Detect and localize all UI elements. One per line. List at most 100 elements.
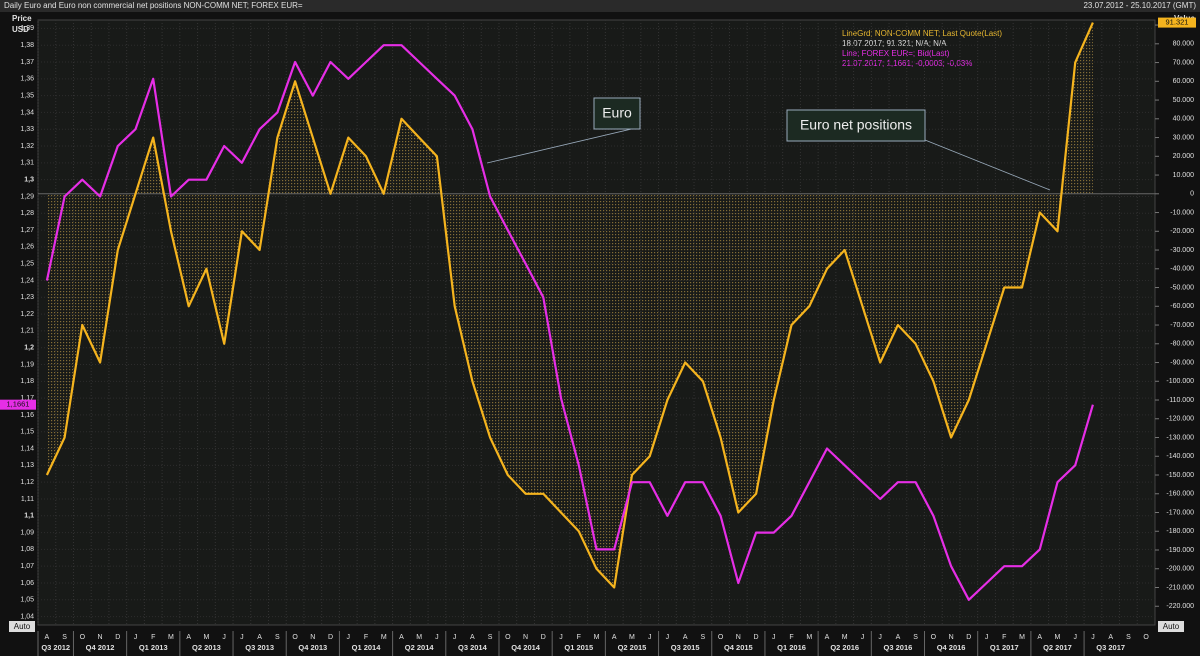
x-tick-label: N	[949, 634, 954, 641]
y-tick-label: 1,27	[20, 227, 34, 234]
quarter-label: Q1 2014	[352, 643, 382, 652]
y2-tick-label: 80.000	[1173, 41, 1195, 48]
y-tick-label: 1,38	[20, 42, 34, 49]
quarter-label: Q2 2013	[192, 643, 221, 652]
x-tick-label: S	[913, 634, 918, 641]
x-tick-label: M	[1019, 634, 1025, 641]
y2-tick-label: -70.000	[1170, 322, 1194, 329]
quarter-label: Q3 2015	[671, 643, 700, 652]
y2-tick-label: 60.000	[1173, 78, 1195, 85]
y-tick-label: 1,31	[20, 160, 34, 167]
y2-tick-label: -220.000	[1166, 603, 1194, 610]
x-tick-label: F	[1002, 634, 1006, 641]
y-tick-label: 1,36	[20, 76, 34, 83]
y-tick-label: 1,39	[20, 25, 34, 32]
x-tick-label: S	[62, 634, 67, 641]
annotation-leader	[924, 139, 1051, 191]
y2-tick-label: -60.000	[1170, 303, 1194, 310]
y-tick-label: 1,26	[20, 244, 34, 251]
y2-tick-label: 50.000	[1173, 97, 1195, 104]
x-tick-label: D	[754, 634, 759, 641]
y2-tick-label: -90.000	[1170, 359, 1194, 366]
x-tick-label: J	[347, 634, 351, 641]
y-tick-label: 1,15	[20, 429, 34, 436]
x-tick-label: J	[222, 634, 226, 641]
last-value-tag	[0, 399, 36, 410]
last-value-tag	[1158, 17, 1196, 28]
x-tick-label: M	[629, 634, 635, 641]
y2-tick-label: -140.000	[1166, 453, 1194, 460]
x-tick-label: M	[381, 634, 387, 641]
area	[46, 22, 1093, 588]
legend-entry: 18.07.2017; 91.321; N/A; N/A	[842, 39, 947, 48]
annotation-leader	[486, 126, 641, 164]
x-tick-label: O	[505, 634, 511, 641]
x-tick-label: O	[80, 634, 86, 641]
y2-tick-label: -80.000	[1170, 341, 1194, 348]
x-tick-label: F	[789, 634, 793, 641]
x-tick-label: F	[577, 634, 581, 641]
quarter-label: Q4 2015	[724, 643, 753, 652]
x-tick-label: F	[151, 634, 155, 641]
y-tick-label: 1,24	[20, 277, 34, 284]
quarter-label: Q4 2012	[86, 643, 115, 652]
x-tick-label: J	[861, 634, 865, 641]
x-tick-label: A	[612, 634, 617, 641]
auto-label[interactable]: Auto	[14, 622, 31, 631]
quarter-label: Q2 2016	[830, 643, 859, 652]
x-tick-label: J	[453, 634, 457, 641]
y-tick-label: 1,32	[20, 143, 34, 150]
y2-tick-label: 0	[1190, 191, 1194, 198]
y-tick-label: 1,16	[20, 412, 34, 419]
y-tick-label: 1,29	[20, 193, 34, 200]
line	[45, 44, 1094, 601]
y-tick-label: 1,14	[20, 445, 34, 452]
annotation-box	[786, 109, 926, 142]
y2-tick-label: -150.000	[1166, 472, 1194, 479]
x-tick-label: J	[772, 634, 776, 641]
x-tick-label: N	[310, 634, 315, 641]
y-axis-unit: USD	[12, 25, 29, 34]
x-tick-label: J	[134, 634, 138, 641]
x-tick-label: J	[878, 634, 882, 641]
auto-label[interactable]: Auto	[1163, 622, 1180, 631]
x-tick-label: M	[204, 634, 210, 641]
quarter-label: Q2 2014	[405, 643, 435, 652]
quarter-label: Q3 2013	[245, 643, 274, 652]
x-tick-label: J	[666, 634, 670, 641]
y2-tick-label: -120.000	[1166, 416, 1194, 423]
quarter-label: Q4 2014	[511, 643, 541, 652]
x-tick-label: J	[559, 634, 563, 641]
x-tick-label: J	[435, 634, 439, 641]
y-tick-label: 1,34	[20, 109, 34, 116]
x-tick-label: A	[470, 634, 475, 641]
legend-entry: 21.07.2017; 1,1661; -0,0003; -0,03%	[842, 59, 972, 68]
x-tick-label: J	[648, 634, 652, 641]
y-tick-label: 1,23	[20, 294, 34, 301]
y-tick-label: 1,37	[20, 59, 34, 66]
date-range: 23.07.2012 - 25.10.2017 (GMT)	[1083, 1, 1196, 10]
x-tick-label: M	[842, 634, 848, 641]
y2-tick-label: 30.000	[1173, 134, 1195, 141]
legend-entry: Line; FOREX EUR=; Bid(Last)	[842, 49, 950, 58]
x-tick-label: M	[594, 634, 600, 641]
x-tick-label: M	[806, 634, 812, 641]
x-tick-label: A	[399, 634, 404, 641]
y2-tick-label: -40.000	[1170, 266, 1194, 273]
x-tick-label: A	[186, 634, 191, 641]
legend-entry: LineGrd; NON-COMM NET; Last Quote(Last)	[842, 29, 1002, 38]
y-tick-label: 1,25	[20, 261, 34, 268]
quarter-label: Q1 2013	[139, 643, 168, 652]
auto-button[interactable]	[1158, 621, 1184, 632]
x-tick-label: J	[1091, 634, 1095, 641]
x-tick-label: S	[488, 634, 493, 641]
x-tick-label: A	[825, 634, 830, 641]
quarter-label: Q4 2016	[937, 643, 966, 652]
x-tick-label: O	[718, 634, 724, 641]
y-tick-label: 1,09	[20, 529, 34, 536]
header-bar	[0, 0, 1200, 12]
auto-button[interactable]	[9, 621, 35, 632]
y-tick-label: 1,06	[20, 580, 34, 587]
x-tick-label: S	[275, 634, 280, 641]
y2-tick-label: -10.000	[1170, 209, 1194, 216]
